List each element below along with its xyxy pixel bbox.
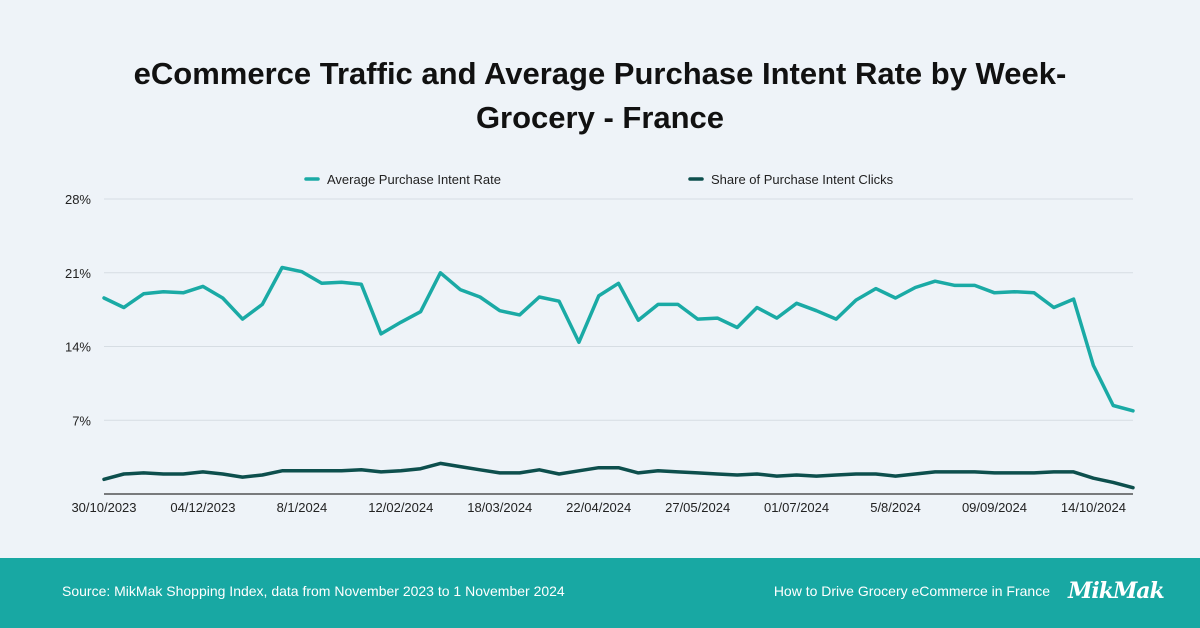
y-tick-label: 28% (65, 192, 91, 207)
chart-title: eCommerce Traffic and Average Purchase I… (0, 52, 1200, 140)
x-tick-label: 04/12/2023 (170, 500, 235, 515)
gridlines (104, 198, 1133, 421)
chart-title-line-2: Grocery - France (475, 100, 725, 135)
x-tick-label: 27/05/2024 (665, 500, 730, 515)
y-tick-label: 7% (72, 413, 91, 428)
legend: Average Purchase Intent Rate Share of Pur… (304, 172, 894, 187)
x-tick-label: 8/1/2024 (277, 500, 328, 515)
promo-link[interactable]: How to Drive Grocery eCommerce in France (773, 583, 1050, 599)
mikmak-logo: MikMak (1068, 578, 1165, 604)
series-line-share-of-purchase-intent-clicks (102, 461, 1135, 490)
x-tick-label: 30/10/2023 (71, 500, 136, 515)
legend-label: Average Purchase Intent Rate (327, 172, 501, 187)
y-axis: 7% 14% 21% 28% (65, 192, 91, 428)
y-tick-label: 21% (65, 266, 91, 281)
source-note: Source: MikMak Shopping Index, data from… (62, 583, 565, 599)
x-tick-label: 18/03/2024 (467, 500, 532, 515)
x-tick-label: 09/09/2024 (962, 500, 1027, 515)
footer-banner: Source: MikMak Shopping Index, data from… (0, 558, 1200, 628)
chart-title-line-1: eCommerce Traffic and Average Purchase I… (133, 56, 1067, 91)
y-tick-label: 14% (65, 340, 91, 355)
series-lines (102, 265, 1135, 490)
line-chart: Average Purchase Intent Rate Share of Pur… (65, 172, 1135, 515)
x-axis: 30/10/2023 04/12/2023 8/1/2024 12/02/2024 18… (71, 493, 1133, 515)
x-tick-label: 01/07/2024 (764, 500, 829, 515)
series-line-average-purchase-intent-rate (102, 265, 1135, 413)
x-tick-label: 5/8/2024 (870, 500, 921, 515)
legend-label: Share of Purchase Intent Clicks (711, 172, 894, 187)
x-tick-label: 22/04/2024 (566, 500, 631, 515)
x-tick-label: 14/10/2024 (1061, 500, 1126, 515)
x-tick-label: 12/02/2024 (368, 500, 433, 515)
